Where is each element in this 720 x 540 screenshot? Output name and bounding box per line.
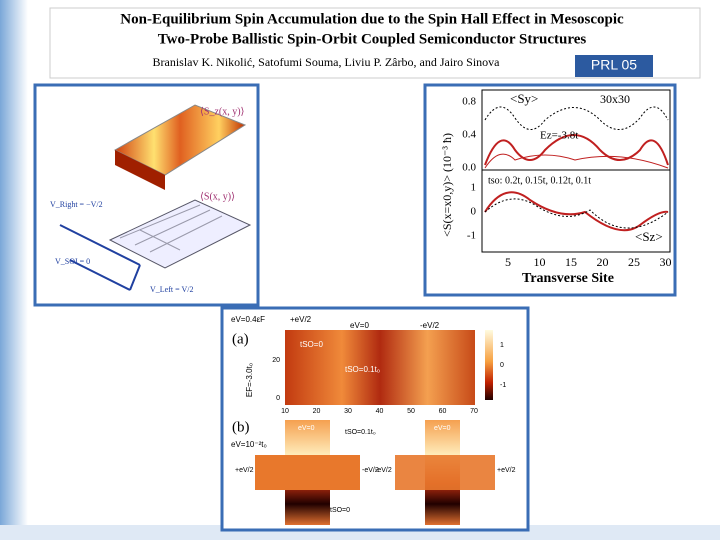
tick: 25 (628, 255, 640, 269)
heatmap (285, 330, 475, 405)
label: ⟨S_z(x, y)⟩ (200, 106, 245, 117)
side-bar (0, 0, 28, 540)
bias: eV=0.4εF (231, 315, 265, 324)
lead-label: -eV/2 (362, 467, 379, 474)
tick: 30 (344, 408, 352, 415)
ez-label: Ez=-3.8t (540, 130, 578, 142)
tick: 15 (565, 255, 577, 269)
curve (484, 198, 669, 229)
right-figure-frame (423, 83, 677, 297)
lead-label: eV=0 (298, 425, 315, 432)
label: V_Right = −V/2 (50, 200, 103, 209)
tick: 0 (276, 395, 280, 402)
panel-label: (a) (232, 331, 249, 347)
tso-label: tSO=0.1t₀ (345, 365, 380, 374)
tick: 10 (281, 408, 289, 415)
authors: Branislav K. Nikolić, Satofumi Souma, Li… (153, 55, 501, 69)
tick: -1 (500, 382, 506, 389)
curve (484, 134, 669, 166)
panel-label: (b) (232, 419, 250, 435)
tso-label: tSO=0 (330, 507, 350, 514)
tick: 0 (471, 206, 477, 218)
curve (484, 191, 669, 232)
title-line: Two-Probe Ballistic Spin-Orbit Coupled S… (158, 31, 587, 47)
y-label: <S(x=x0,y)> (10⁻³ ħ) (440, 133, 454, 237)
label: ⟨S(x, y)⟩ (200, 191, 235, 202)
label: V_Left = V/2 (150, 285, 193, 294)
tso-label: tSO=0 (300, 340, 323, 349)
tick: 50 (407, 408, 415, 415)
tick: -1 (467, 230, 476, 242)
bottom-bar (0, 525, 720, 540)
tick: 70 (470, 408, 478, 415)
lead-label: +eV/2 (235, 467, 254, 474)
label: V_SOI = 0 (55, 257, 90, 266)
surface-side (115, 150, 165, 190)
sz-label: <Sz> (635, 229, 663, 244)
tick: 0 (500, 362, 504, 369)
tick: 40 (376, 408, 384, 415)
tick: 60 (439, 408, 447, 415)
color-bar (485, 330, 493, 400)
tick: 20 (272, 357, 280, 364)
tick: 1 (500, 342, 504, 349)
tick: 0.8 (462, 96, 476, 108)
tick: 20 (597, 255, 609, 269)
tick: 5 (505, 255, 511, 269)
tso-label: tSO=0.1t₀ (345, 429, 376, 436)
cross-arm (255, 455, 360, 490)
tick: 0.4 (462, 129, 476, 141)
vector-plot (108, 199, 252, 269)
tick: 1 (471, 182, 477, 194)
lead-label: eV=0 (434, 425, 451, 432)
lead-label: -eV/2 (375, 467, 392, 474)
plot-area (481, 89, 671, 253)
cross-arm (395, 455, 495, 490)
tag: PRL 05 (591, 57, 637, 73)
vector-lines (119, 204, 223, 253)
tag-box (575, 55, 653, 77)
lead-label: +eV/2 (497, 467, 516, 474)
lead-label: eV=0 (350, 321, 369, 330)
lead-label: -eV/2 (420, 321, 440, 330)
tick: 0.0 (462, 162, 476, 174)
lead-label: +eV/2 (290, 315, 312, 324)
leads (59, 224, 141, 291)
bias: eV=10⁻²t₀ (231, 440, 267, 449)
size-label: 30x30 (600, 92, 630, 106)
tick: 10 (534, 255, 546, 269)
tso-label: tso: 0.2t, 0.15t, 0.12t, 0.1t (488, 175, 591, 186)
ef-label: EF=-3.0t₀ (245, 363, 254, 397)
tick: 20 (313, 408, 321, 415)
curve (484, 153, 669, 169)
sy-label: <Sy> (510, 91, 538, 106)
title-line: Non-Equilibrium Spin Accumulation due to… (120, 11, 624, 27)
tick: 30 (660, 255, 672, 269)
x-label: Transverse Site (522, 271, 614, 286)
curve (484, 106, 669, 130)
